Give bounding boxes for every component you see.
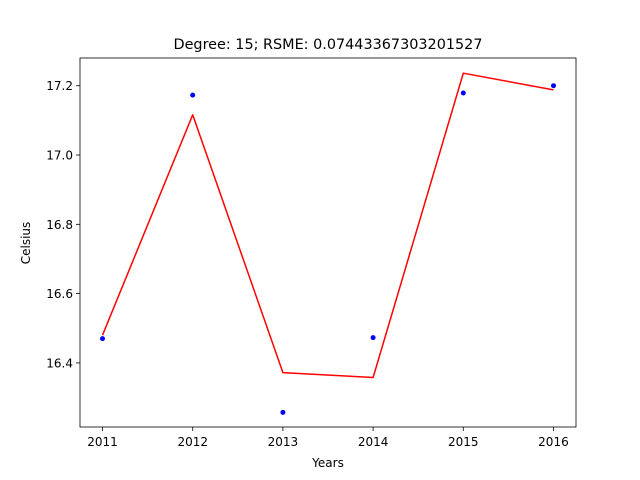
x-tick-label: 2013 — [268, 435, 299, 449]
data-point — [370, 335, 376, 341]
y-tick-label: 16.4 — [46, 356, 73, 370]
data-point — [551, 83, 556, 89]
axes-layer: 2011 2012 2013 2014 2015 2016 16.4 16.6 16.8 17.0… — [46, 57, 577, 449]
y-tick-label: 16.8 — [46, 218, 73, 232]
chart-title: Degree: 15; RSME: 0.07443367303201527 — [174, 37, 483, 53]
x-tick-label: 2015 — [448, 435, 479, 449]
axes-frame — [79, 57, 577, 428]
plot-background — [80, 58, 576, 427]
plot-area — [80, 58, 576, 427]
y-axis-label: Celsius — [19, 222, 33, 265]
x-tick-label: 2014 — [358, 435, 389, 449]
y-tick-label: 16.6 — [46, 287, 73, 301]
data-point — [190, 92, 196, 98]
data-point — [280, 409, 286, 415]
data-point — [100, 336, 105, 342]
y-tick-label: 17.0 — [46, 149, 73, 163]
data-point — [460, 90, 466, 96]
x-axis-label: Years — [311, 456, 344, 470]
x-tick-label: 2011 — [87, 435, 118, 449]
x-tick-label: 2016 — [538, 435, 569, 449]
fit-line — [101, 72, 554, 379]
x-tick-label: 2012 — [177, 435, 208, 449]
series-layer — [100, 72, 556, 415]
y-tick-label: 17.2 — [46, 79, 73, 93]
